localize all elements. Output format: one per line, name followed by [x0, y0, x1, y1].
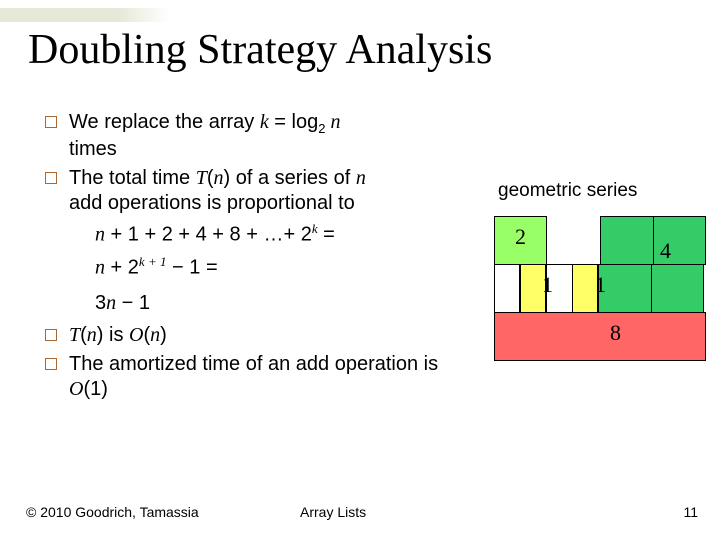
- text: is: [103, 324, 129, 346]
- bullet-1: We replace the array k = log2 n times: [45, 110, 465, 162]
- bullet-marker-icon: [45, 172, 57, 184]
- diagram-label-8: 8: [610, 320, 621, 346]
- slide-title: Doubling Strategy Analysis: [28, 26, 492, 74]
- page-number: 11: [683, 504, 698, 520]
- var-n: n: [214, 167, 224, 189]
- bullet-1-text: We replace the array k = log2 n times: [69, 110, 340, 162]
- diagram-label-1b: 1: [595, 272, 606, 298]
- diagram-label-2: 2: [515, 224, 526, 250]
- content-area: We replace the array k = log2 n times Th…: [45, 110, 465, 406]
- text: (: [80, 324, 87, 346]
- var-k: k: [260, 111, 269, 133]
- text: = log: [269, 111, 318, 133]
- bullet-3-text: T(n) is O(n): [69, 323, 167, 348]
- geometric-series-label: geometric series: [498, 180, 637, 202]
- cell-4a: [600, 216, 653, 265]
- bullet-3: T(n) is O(n): [45, 323, 465, 348]
- bullet-marker-icon: [45, 329, 57, 341]
- text: of a series of: [230, 167, 356, 189]
- var-T: T: [196, 167, 207, 189]
- text: + 2: [105, 257, 139, 279]
- var-n: n: [95, 257, 105, 279]
- bullet-4-text: The amortized time of an add operation i…: [69, 352, 465, 402]
- footer-title: Array Lists: [300, 504, 366, 520]
- text: We replace the array: [69, 111, 260, 133]
- text: + 1 + 2 + 4 + 8 + …+ 2: [105, 224, 312, 246]
- bullet-4: The amortized time of an add operation i…: [45, 352, 465, 402]
- text: − 1 =: [166, 257, 217, 279]
- diagram-label-4: 4: [660, 238, 671, 264]
- var-O: O: [69, 378, 83, 400]
- equation-line-3: 3n − 1: [95, 292, 465, 315]
- sup-kp1: k + 1: [139, 254, 167, 269]
- var-n: n: [87, 324, 97, 346]
- decorative-bar: [0, 8, 170, 22]
- text: (: [207, 167, 214, 189]
- var-n: n: [106, 292, 116, 314]
- text: times: [69, 138, 117, 160]
- var-O: O: [129, 324, 143, 346]
- equation-line-1: n + 1 + 2 + 4 + 8 + …+ 2k =: [95, 220, 465, 249]
- text: k + 1: [139, 254, 167, 269]
- bullet-2: The total time T(n) of a series of n add…: [45, 166, 465, 216]
- cell-1a: [494, 264, 520, 313]
- bullet-marker-icon: [45, 358, 57, 370]
- diagram-label-1a: 1: [542, 272, 553, 298]
- bullet-2-text: The total time T(n) of a series of n add…: [69, 166, 366, 216]
- equation-line-2: n + 2k + 1 − 1 =: [95, 253, 465, 282]
- var-n: n: [356, 167, 366, 189]
- text: − 1: [116, 292, 150, 314]
- text: 3: [95, 292, 106, 314]
- bullet-marker-icon: [45, 116, 57, 128]
- cell-8: [494, 312, 706, 361]
- text: add operations is proportional to: [69, 192, 355, 214]
- text: (1): [83, 378, 107, 400]
- var-n: n: [325, 111, 340, 133]
- var-n: n: [150, 324, 160, 346]
- var-n: n: [95, 224, 105, 246]
- var-T: T: [69, 324, 80, 346]
- text: ): [160, 324, 167, 346]
- copyright-text: © 2010 Goodrich, Tamassia: [26, 504, 199, 520]
- cell-4d: [651, 264, 704, 313]
- diagram-row-3: [494, 312, 706, 361]
- text: The amortized time of an add operation i…: [69, 353, 438, 375]
- text: =: [318, 224, 335, 246]
- text: The total time: [69, 167, 196, 189]
